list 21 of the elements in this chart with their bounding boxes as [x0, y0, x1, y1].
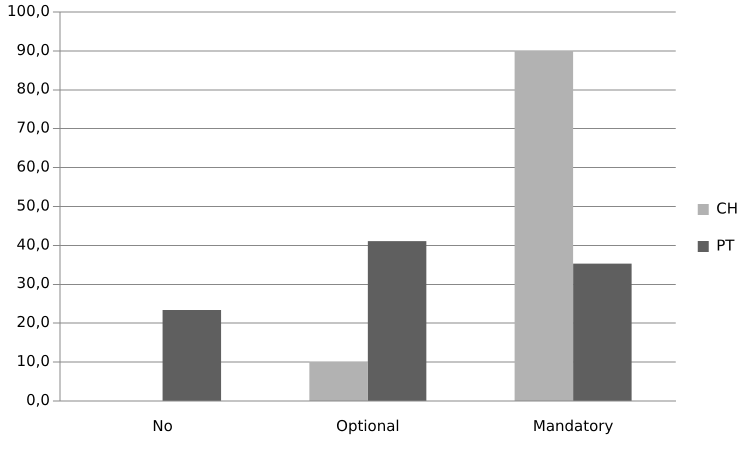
y-tick-label: 70,0 [16, 118, 50, 137]
bar [368, 241, 426, 400]
x-tick-label: Mandatory [532, 416, 614, 435]
bar [162, 310, 222, 400]
y-tick-label: 20,0 [16, 313, 50, 332]
bar [573, 264, 632, 400]
legend-label: CH [716, 199, 738, 218]
bar [514, 50, 574, 400]
x-tick-label: Optional [336, 416, 400, 435]
y-tick-label: 50,0 [16, 196, 50, 214]
y-tick-label: 60,0 [16, 157, 50, 176]
legend-label: PT [716, 236, 736, 254]
y-tick-label: 90,0 [16, 40, 50, 59]
y-tick-label: 10,0 [16, 352, 50, 370]
y-tick-label: 0,0 [26, 390, 50, 409]
y-tick-label: 80,0 [16, 80, 50, 98]
y-tick-label: 40,0 [16, 235, 50, 254]
y-tick-label: 100,0 [6, 2, 50, 20]
bar [309, 361, 368, 400]
x-tick-label: No [152, 416, 173, 435]
y-tick-label: 30,0 [16, 274, 50, 292]
